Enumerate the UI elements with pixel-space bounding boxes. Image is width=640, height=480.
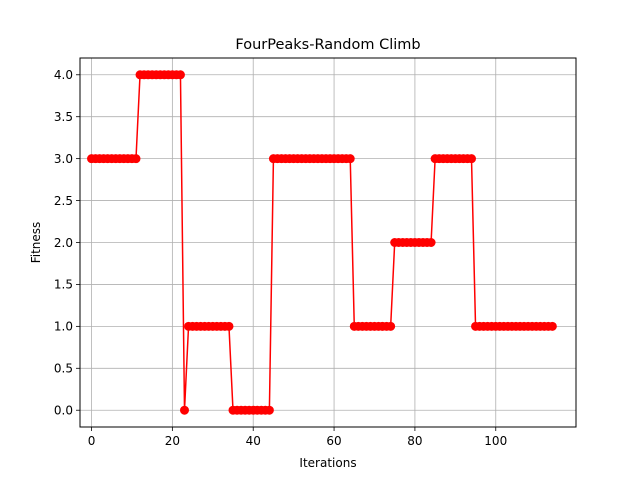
- y-tick-label: 0.5: [54, 362, 73, 376]
- y-tick-label: 3.5: [54, 110, 73, 124]
- y-tick-label: 4.0: [54, 68, 73, 82]
- y-tick-label: 1.5: [54, 278, 73, 292]
- ticks: 0 20 40 60 80 100 0.0 0.5 1.0 1.5 2.0 2.5 3.0 3.5 4.0: [54, 68, 507, 448]
- data-point: [426, 238, 436, 247]
- x-tick-label: 0: [88, 434, 96, 448]
- data-point: [345, 154, 355, 164]
- y-axis-label: Fitness: [29, 222, 43, 264]
- data-point: [264, 405, 274, 415]
- y-tick-label: 1.0: [54, 320, 73, 334]
- x-axis-label: Iterations: [299, 456, 356, 470]
- x-tick-label: 80: [407, 434, 422, 448]
- x-tick-label: 20: [165, 434, 180, 448]
- data-point: [547, 321, 557, 331]
- data-point: [386, 321, 396, 331]
- data-point: [131, 154, 141, 164]
- chart-title: FourPeaks-Random Climb: [235, 37, 420, 53]
- y-tick-label: 2.5: [54, 194, 73, 208]
- x-tick-label: 60: [326, 434, 341, 448]
- y-tick-label: 2.0: [54, 236, 73, 250]
- y-tick-label: 0.0: [54, 404, 73, 418]
- x-tick-label: 100: [484, 434, 507, 448]
- data-point: [467, 154, 477, 164]
- x-tick-label: 40: [246, 434, 261, 448]
- data-point: [179, 405, 189, 415]
- data-point: [224, 321, 234, 331]
- y-tick-label: 3.0: [54, 152, 73, 166]
- series: [87, 70, 557, 415]
- data-point: [175, 70, 185, 80]
